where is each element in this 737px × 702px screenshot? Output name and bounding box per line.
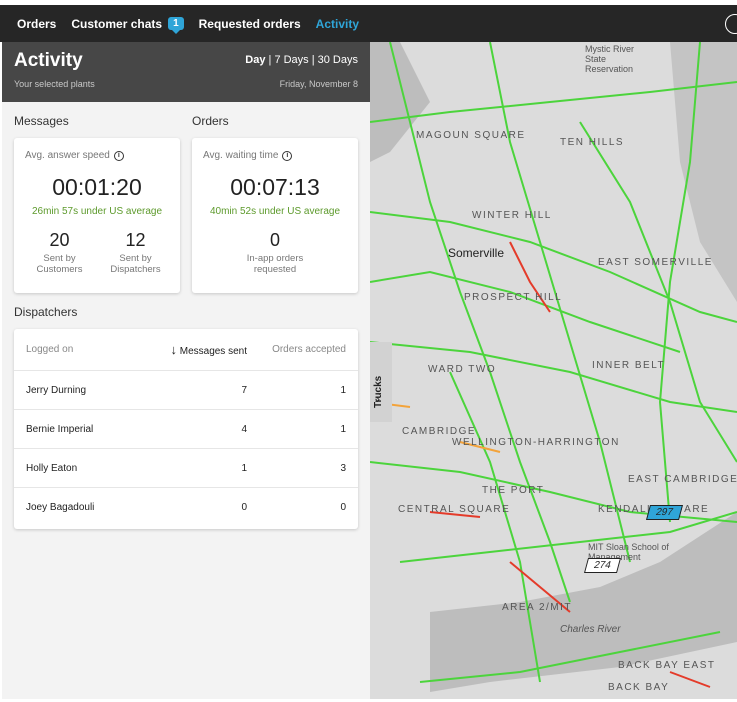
dispatcher-name: Holly Eaton [26,462,78,474]
dispatchers-table: Logged on ↓ Messages sent Orders accepte… [14,329,358,529]
range-selector[interactable]: Day | 7 Days | 30 Days [245,54,358,66]
trucks-tab-label: Trucks [373,375,384,408]
table-row[interactable]: Joey Bagadouli 0 0 [14,488,358,527]
waiting-time-comparison: 40min 52s under US average [209,206,341,217]
dispatchers-caption-2: Dispatchers [110,264,161,275]
waiting-time-label-text: Avg. waiting time [203,150,279,161]
table-row[interactable]: Holly Eaton 1 3 [14,449,358,488]
dispatchers-caption-1: Sent by [119,253,152,264]
messages-section-title: Messages [14,114,69,128]
table-header: Logged on ↓ Messages sent Orders accepte… [14,329,358,371]
map-label: AREA 2/MIT [502,602,573,613]
map-label: EAST SOMERVILLE [598,257,713,268]
trucks-panel-toggle[interactable]: › Trucks [370,342,392,422]
map-label: PROSPECT HILL [464,292,563,303]
nav-orders[interactable]: Orders [17,16,57,31]
dispatchers-stat: 12 Sent by Dispatchers [98,230,173,275]
map-label: WELLINGTON-HARRINGTON [452,437,620,448]
current-date: Friday, November 8 [279,79,358,89]
map-label: EAST CAMBRIDGE [628,474,737,485]
column-orders-accepted[interactable]: Orders accepted [272,344,346,355]
column-messages-sent-label: Messages sent [179,346,247,357]
sort-down-icon: ↓ [170,342,177,357]
messages-sent-value: 0 [241,502,247,513]
waiting-time-card: Avg. waiting time i 00:07:13 40min 52s un… [192,138,358,293]
nav-customer-chats[interactable]: Customer chats 1 [71,16,184,34]
customers-count: 20 [49,230,70,250]
dispatchers-section-title: Dispatchers [14,305,78,319]
chevron-right-icon: › [376,392,380,406]
info-icon[interactable]: i [282,150,293,161]
answer-speed-value: 00:01:20 [52,174,142,200]
orders-accepted-value: 1 [340,423,346,435]
nav-requested-orders[interactable]: Requested orders [198,16,301,31]
in-app-orders-caption-1: In-app orders [246,253,304,264]
orders-accepted-value: 3 [340,462,346,474]
info-icon[interactable]: i [113,150,124,161]
selected-plants-label[interactable]: Your selected plants [14,79,95,89]
map-label: THE PORT [482,485,545,496]
map-label: BACK BAY [608,682,670,693]
unread-badge: 1 [168,17,184,34]
orders-section-title: Orders [192,114,229,128]
waiting-time-value: 00:07:13 [230,174,320,200]
map-label: INNER BELT [592,360,666,371]
table-row[interactable]: Jerry Durning 7 1 [14,371,358,410]
answer-speed-card: Avg. answer speed i 00:01:20 26min 57s un… [14,138,180,293]
orders-accepted-value: 1 [340,384,346,396]
customers-caption-1: Sent by [43,253,76,264]
map-label: MAGOUN SQUARE [416,130,526,141]
activity-panel: Activity Your selected plants Day | 7 Da… [2,42,370,699]
answer-speed-label-text: Avg. answer speed [25,150,110,161]
map-label: CENTRAL SQUARE [398,504,511,515]
page-title: Activity [14,50,83,71]
in-app-orders-stat: 0 In-app orders requested [192,230,358,275]
range-others[interactable]: | 7 Days | 30 Days [265,54,358,66]
waiting-time-label: Avg. waiting time i [203,150,293,161]
range-day[interactable]: Day [245,54,266,66]
messages-sent-value: 1 [241,462,247,474]
dispatcher-name: Bernie Imperial [26,423,94,435]
map-roads [370,42,737,699]
map-label: MIT Sloan School of Management [588,542,669,562]
nav-customer-chats-label: Customer chats [71,16,163,31]
help-icon[interactable] [725,14,737,34]
dispatcher-name: Jerry Durning [26,384,87,396]
answer-speed-label: Avg. answer speed i [25,150,124,161]
table-row[interactable]: Bernie Imperial 4 1 [14,410,358,449]
in-app-orders-caption-2: requested [253,264,297,275]
column-messages-sent[interactable]: ↓ Messages sent [144,342,247,357]
dispatchers-count: 12 [125,230,146,250]
orders-accepted-value: 0 [340,502,346,513]
dispatcher-name: Joey Bagadouli [26,502,95,513]
map-label: WARD TWO [428,364,497,375]
customers-caption-2: Customers [36,264,83,275]
messages-sent-value: 7 [241,384,247,396]
customers-stat: 20 Sent by Customers [22,230,97,275]
map-label: Mystic River State Reservation [585,44,634,74]
in-app-orders-count: 0 [269,230,280,250]
truck-marker[interactable]: 297 [645,505,683,520]
answer-speed-comparison: 26min 57s under US average [31,206,163,217]
column-logged-on[interactable]: Logged on [26,344,74,355]
map-label: BACK BAY EAST [618,660,716,671]
activity-header: Activity Your selected plants Day | 7 Da… [2,42,370,102]
top-navigation: Orders Customer chats 1 Requested orders… [0,5,737,42]
map-label: CAMBRIDGE [402,426,477,437]
traffic-map[interactable]: MAGOUN SQUARE TEN HILLS WINTER HILL Some… [370,42,737,699]
truck-marker[interactable]: 274 [583,558,621,573]
messages-sent-value: 4 [241,423,247,435]
map-label: TEN HILLS [560,137,625,148]
map-label: WINTER HILL [472,210,552,221]
map-label: Somerville [448,246,505,260]
nav-activity[interactable]: Activity [315,16,360,31]
map-label: Charles River [560,624,621,635]
